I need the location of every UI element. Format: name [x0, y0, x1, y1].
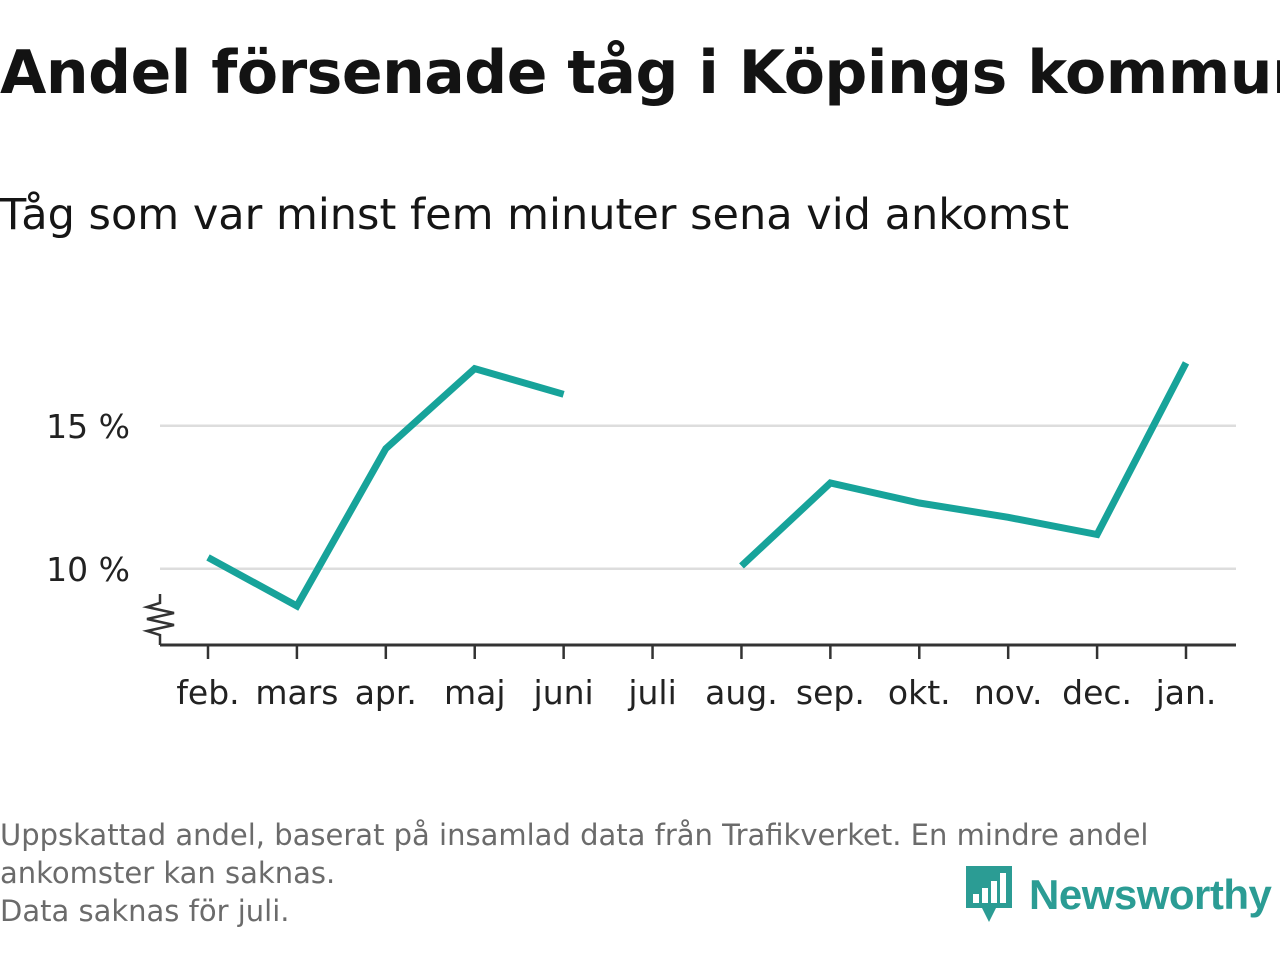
- x-tick-label: feb.: [176, 673, 239, 712]
- footnote: Uppskattad andel, baserat på insamlad da…: [0, 816, 1270, 930]
- x-tick-label: dec.: [1062, 673, 1132, 712]
- series-line-segment: [739, 361, 1190, 569]
- newsworthy-logo-icon: [966, 866, 1012, 922]
- y-tick-label: 10 %: [46, 550, 130, 589]
- chart-title: Andel försenade tåg i Köpings kommun: [0, 38, 1280, 108]
- chart-subtitle: Tåg som var minst fem minuter sena vid a…: [0, 190, 1070, 240]
- x-tick-label: okt.: [888, 673, 951, 712]
- x-tick-label: juni: [533, 673, 594, 712]
- data-series: [206, 361, 1190, 611]
- x-tick-label: juli: [627, 673, 676, 712]
- brand-logo: Newsworthy: [963, 862, 1272, 928]
- brand-name: Newsworthy: [1029, 871, 1272, 918]
- y-tick-label: 15 %: [46, 407, 130, 446]
- footnote-line-1: Uppskattad andel, baserat på insamlad da…: [0, 818, 1149, 852]
- x-axis: [142, 594, 1236, 659]
- x-tick-label: aug.: [705, 673, 778, 712]
- gridlines: [160, 424, 1236, 571]
- x-tick-label: mars: [255, 673, 338, 712]
- x-tick-label: jan.: [1155, 673, 1217, 712]
- x-tick-label: nov.: [974, 673, 1043, 712]
- x-tick-label: apr.: [355, 673, 417, 712]
- x-tick-label: sep.: [796, 673, 865, 712]
- x-tick-label: maj: [444, 673, 506, 712]
- footnote-line-2: ankomster kan saknas.: [0, 856, 336, 890]
- footnote-line-3: Data saknas för juli.: [0, 894, 290, 928]
- x-tick-labels: feb. mars apr. maj juni juli aug. sep. okt. nov. d…: [176, 673, 1216, 712]
- y-tick-labels: 10 % 15 %: [46, 407, 130, 589]
- series-line-segment: [206, 364, 565, 611]
- axis-break-icon: [142, 594, 175, 645]
